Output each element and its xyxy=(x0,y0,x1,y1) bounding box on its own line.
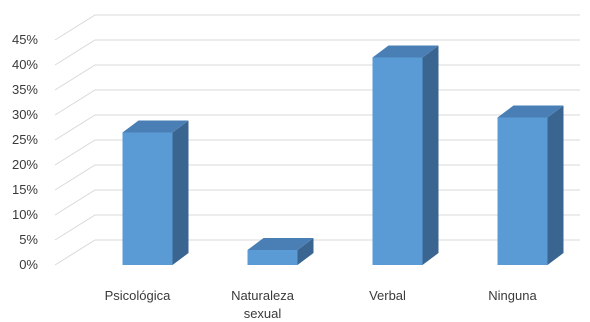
y-tick-label: 45% xyxy=(12,32,38,47)
x-category-label: Verbal xyxy=(369,288,406,303)
bar-side xyxy=(172,120,189,265)
y-tick-label: 20% xyxy=(12,157,38,172)
bar-top xyxy=(122,120,189,133)
gridlines xyxy=(54,14,580,266)
x-category-label: Naturaleza xyxy=(231,288,295,303)
y-tick-label: 40% xyxy=(12,57,38,72)
y-tick-label: 30% xyxy=(12,107,38,122)
bar-side xyxy=(422,45,439,265)
y-tick-label: 35% xyxy=(12,82,38,97)
y-tick-label: 0% xyxy=(19,257,38,272)
bar-front xyxy=(497,117,548,265)
x-category-label: sexual xyxy=(244,306,282,321)
y-tick-label: 5% xyxy=(19,232,38,247)
bar-side xyxy=(547,105,564,265)
x-category-label: Ninguna xyxy=(488,288,537,303)
y-tick-label: 25% xyxy=(12,132,38,147)
x-category-label: Psicológica xyxy=(105,288,172,303)
y-axis-ticks: 0% 5% 10% 15% 20% 25% 30% 35% 40% 45% xyxy=(12,32,38,272)
bar-front xyxy=(372,57,423,265)
bar-front xyxy=(122,132,173,265)
x-axis-categories: Psicológica Naturaleza sexual Verbal Ninguna xyxy=(105,288,538,321)
gridline xyxy=(54,89,580,116)
bar-top xyxy=(372,45,439,58)
gridline xyxy=(54,14,580,41)
gridline xyxy=(54,39,580,66)
bar-top xyxy=(497,105,564,118)
bar xyxy=(122,120,189,265)
bar xyxy=(372,45,439,265)
gridline xyxy=(54,64,580,91)
bar xyxy=(497,105,564,265)
bar-side xyxy=(297,238,314,265)
bar-front xyxy=(247,250,298,265)
bars xyxy=(122,45,564,265)
bar-top xyxy=(247,238,314,250)
bar xyxy=(247,238,314,265)
y-tick-label: 10% xyxy=(12,207,38,222)
y-tick-label: 15% xyxy=(12,182,38,197)
